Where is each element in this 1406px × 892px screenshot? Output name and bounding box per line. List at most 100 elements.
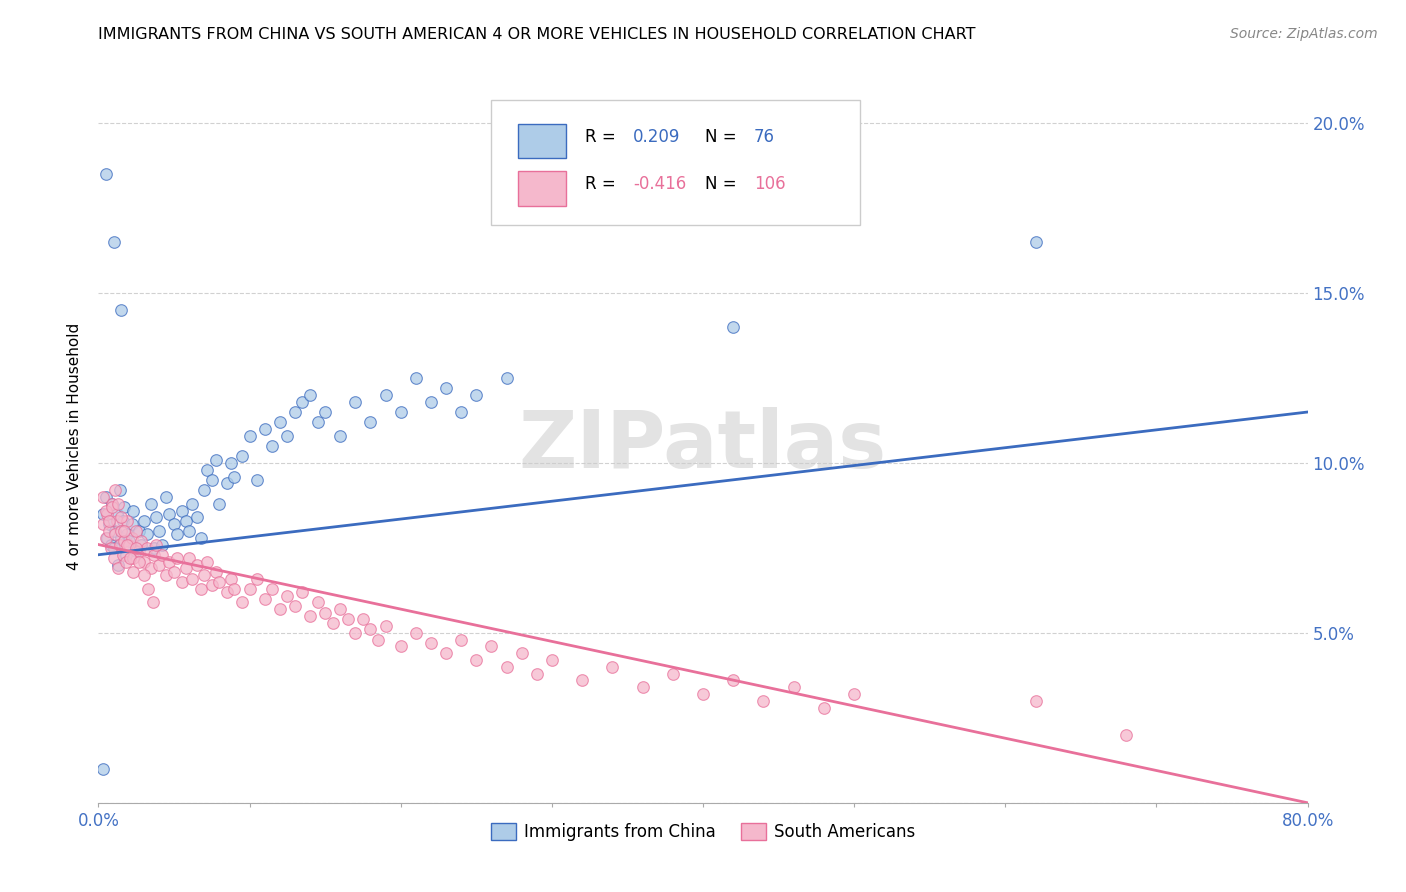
Point [299, 608, 322, 623]
Point [269, 602, 291, 616]
Point [314, 405, 336, 419]
Point [100, 541, 122, 555]
Y-axis label: 4 or more Vehicles in Household: 4 or more Vehicles in Household [67, 322, 83, 570]
Point [104, 483, 127, 498]
Point [135, 541, 157, 555]
Point [193, 568, 215, 582]
Point [450, 632, 472, 647]
Point [105, 507, 128, 521]
Point [661, 666, 683, 681]
Point [510, 646, 533, 660]
Point [110, 531, 132, 545]
Point [128, 555, 150, 569]
Point [125, 541, 148, 555]
Point [115, 537, 138, 551]
Point [221, 456, 243, 470]
Point [205, 452, 228, 467]
Point [307, 415, 329, 429]
Text: IMMIGRANTS FROM CHINA VS SOUTH AMERICAN 4 OR MORE VEHICLES IN HOUSEHOLD CORRELAT: IMMIGRANTS FROM CHINA VS SOUTH AMERICAN … [98, 27, 976, 42]
Point [110, 510, 132, 524]
Point [246, 473, 269, 487]
Text: N =: N = [706, 128, 737, 146]
Point [201, 578, 224, 592]
Point [166, 527, 188, 541]
Point [107, 561, 129, 575]
Point [91, 507, 114, 521]
Point [181, 572, 204, 586]
Point [352, 612, 374, 626]
Point [181, 497, 204, 511]
Point [465, 653, 488, 667]
Point [110, 303, 132, 318]
Point [104, 527, 127, 541]
Point [148, 558, 170, 572]
Point [148, 524, 170, 538]
Point [105, 514, 128, 528]
Point [344, 626, 367, 640]
FancyBboxPatch shape [492, 100, 860, 225]
Text: -0.416: -0.416 [633, 175, 686, 193]
Point [91, 490, 114, 504]
Point [215, 585, 238, 599]
Point [201, 473, 224, 487]
Point [262, 582, 284, 596]
Point [121, 517, 143, 532]
Point [103, 551, 125, 566]
Point [434, 381, 457, 395]
Point [143, 548, 166, 562]
Point [101, 497, 124, 511]
Point [450, 405, 472, 419]
Point [110, 524, 132, 538]
Point [115, 527, 138, 541]
Point [571, 673, 593, 688]
Point [205, 565, 228, 579]
Point [112, 500, 135, 515]
Point [190, 582, 212, 596]
Point [495, 371, 517, 385]
Point [91, 762, 114, 776]
Point [122, 503, 145, 517]
Point [94, 167, 117, 181]
Point [101, 500, 124, 515]
Point [602, 660, 624, 674]
Point [118, 534, 141, 549]
Point [112, 534, 135, 549]
Point [100, 537, 122, 551]
Point [813, 700, 835, 714]
Point [132, 514, 155, 528]
Point [224, 582, 246, 596]
Point [155, 490, 177, 504]
Point [129, 534, 152, 549]
Point [420, 394, 443, 409]
Point [96, 531, 118, 545]
Point [145, 537, 167, 551]
Point [420, 636, 443, 650]
Point [121, 531, 143, 545]
Point [329, 602, 352, 616]
Point [224, 469, 246, 483]
Point [94, 490, 117, 504]
Point [367, 632, 389, 647]
Point [179, 524, 201, 538]
Text: ZIPatlas: ZIPatlas [519, 407, 887, 485]
Point [752, 694, 775, 708]
Legend: Immigrants from China, South Americans: Immigrants from China, South Americans [484, 816, 922, 848]
Text: 106: 106 [754, 175, 786, 193]
Point [374, 619, 396, 633]
Point [291, 585, 314, 599]
Point [114, 555, 136, 569]
Point [239, 429, 262, 443]
Point [215, 476, 238, 491]
Point [783, 680, 806, 694]
Point [307, 595, 329, 609]
Point [98, 514, 121, 528]
Point [103, 235, 125, 249]
Point [631, 680, 654, 694]
Point [174, 561, 197, 575]
Point [190, 531, 212, 545]
Point [299, 388, 322, 402]
Point [284, 599, 307, 613]
Point [163, 565, 186, 579]
Point [107, 497, 129, 511]
Point [844, 687, 866, 701]
